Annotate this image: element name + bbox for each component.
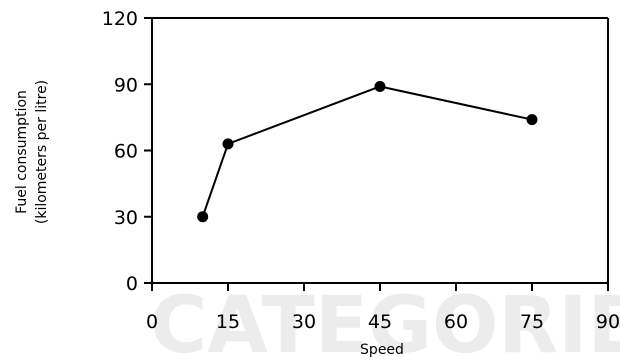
data-point — [374, 80, 386, 92]
y-tick-label: 60 — [114, 141, 138, 163]
watermark: CATEGORIES — [150, 281, 620, 360]
series-line — [201, 85, 533, 218]
series-layer — [197, 80, 538, 223]
y-axis-title-line-1: Fuel consumption — [14, 90, 30, 214]
x-axis-title: Speed — [360, 342, 404, 358]
x-tick-label: 60 — [444, 311, 468, 333]
data-point — [197, 211, 209, 223]
data-point — [526, 114, 538, 126]
axes — [151, 17, 609, 284]
x-tick-label: 0 — [146, 311, 158, 333]
y-axis-title-line-2: (kilometers per litre) — [34, 80, 50, 224]
y-tick-label: 90 — [114, 74, 138, 96]
y-tick-label: 30 — [114, 207, 138, 229]
x-tick-label: 30 — [292, 311, 316, 333]
x-tick-label: 15 — [216, 311, 240, 333]
y-tick-label: 0 — [126, 273, 138, 295]
tick-group: 0 30 60 90 120 0 15 30 45 60 75 90 — [102, 8, 620, 333]
x-tick-label: 75 — [520, 311, 544, 333]
y-tick-label: 120 — [102, 8, 138, 30]
x-tick-label: 90 — [596, 311, 620, 333]
data-point — [222, 138, 234, 150]
x-tick-label: 45 — [368, 311, 392, 333]
